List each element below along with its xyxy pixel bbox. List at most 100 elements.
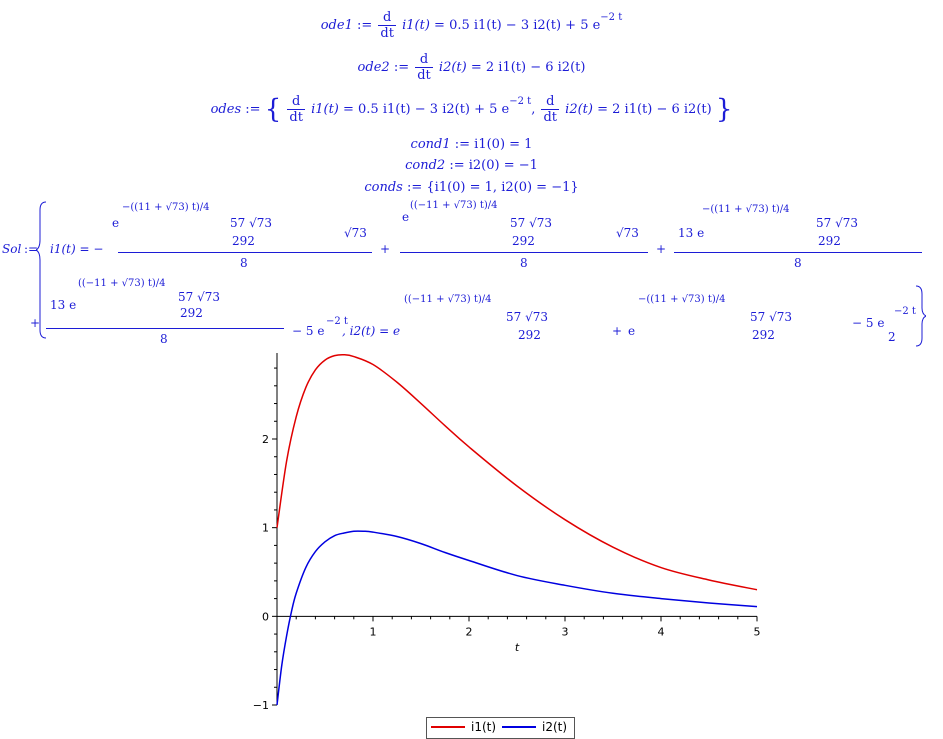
- legend-item-i1: i1(t): [431, 720, 496, 734]
- series-line-1: [276, 353, 758, 591]
- sol-term-c-exp: −((11 + √73) t)/4: [702, 204, 790, 215]
- odes-part1-exp: −2 t: [509, 96, 532, 107]
- cond2-text: := i2(0) = −1: [449, 158, 538, 173]
- sol-term-a-e: e: [112, 216, 120, 230]
- odes-part2-fn: i2(t): [565, 102, 593, 117]
- odes-derivative-2: d dt: [541, 94, 560, 125]
- sol-term-a-frac-num: 57 √73: [230, 216, 272, 230]
- sol-term-d-exp: ((−11 + √73) t)/4: [78, 278, 166, 289]
- legend-label-i1: i1(t): [471, 720, 497, 734]
- solution-block: Sol := i1(t) = − e −((11 + √73) t)/4 57 …: [0, 198, 943, 348]
- x-tick-label: 3: [562, 625, 569, 638]
- sol-term-b-frac-den: 292: [512, 234, 535, 248]
- ode2-name: ode2: [357, 60, 390, 75]
- sol-tail-i2-exp: −2 t: [894, 306, 916, 317]
- legend-item-i2: i2(t): [502, 720, 567, 734]
- sol-term-d-den: 8: [160, 332, 168, 346]
- sol-plus-2: +: [656, 242, 667, 256]
- sol-plus-3: +: [30, 316, 41, 330]
- cond2-name: cond2: [405, 158, 446, 173]
- ode1-derivative: d dt: [378, 10, 396, 41]
- sol-tail-i2: − 5 e: [852, 316, 885, 330]
- odes-assign: :=: [245, 102, 261, 117]
- sol-plus-4: +: [612, 324, 623, 338]
- legend-swatch-i1: [431, 726, 465, 728]
- ode2-rhs: = 2 i1(t) − 6 i2(t): [470, 60, 586, 75]
- sol-term-b-exp: ((−11 + √73) t)/4: [410, 200, 498, 211]
- sol-i2-exp-pos: ((−11 + √73) t)/4: [404, 294, 492, 305]
- sol-tail-i2-den: 2: [888, 330, 896, 344]
- sol-term-a-den: 8: [240, 256, 248, 270]
- odes-part2-rhs: = 2 i1(t) − 6 i2(t): [597, 102, 712, 117]
- odes-line: odes := { d dt i1(t) = 0.5 i1(t) − 3 i2(t…: [0, 94, 943, 125]
- sol-plus-1: +: [380, 242, 391, 256]
- sol-term-b-sqrt: √73: [616, 226, 639, 240]
- sol-name: Sol: [2, 242, 22, 256]
- sol-term-c-den: 8: [794, 256, 802, 270]
- odes-open-brace: {: [264, 94, 282, 125]
- sol-term-a-sqrt: √73: [344, 226, 367, 240]
- ode1-line: ode1 := d dt i1(t) = 0.5 i1(t) − 3 i2(t) …: [0, 10, 943, 41]
- legend-label-i2: i2(t): [542, 720, 568, 734]
- sol-i2-frac2-den: 292: [752, 328, 775, 342]
- conds-text: := {i1(0) = 1, i2(0) = −1}: [406, 180, 579, 195]
- series-line-2: [276, 530, 758, 706]
- solution-plot: 1 2 3 4 5 −1 0 1 2 t: [253, 353, 761, 712]
- ode1-rhs: = 0.5 i1(t) − 3 i2(t) + 5 e: [434, 18, 601, 33]
- sol-i2-exp-neg: −((11 + √73) t)/4: [638, 294, 726, 305]
- sol-term-d-frac-den: 292: [180, 306, 203, 320]
- x-tick-label: 5: [754, 625, 761, 638]
- sol-i2-e: e: [628, 324, 636, 338]
- ode2-lhs: i2(t): [438, 60, 467, 75]
- ode1-exp: −2 t: [600, 12, 623, 23]
- sol-term-b-e: e: [402, 210, 410, 224]
- sol-i2-frac-num: 57 √73: [506, 310, 548, 324]
- chart-legend: i1(t) i2(t): [426, 717, 575, 739]
- sol-term-d-13e: 13 e: [50, 298, 77, 312]
- ode2-line: ode2 := d dt i2(t) = 2 i1(t) − 6 i2(t): [0, 52, 943, 83]
- x-tick-label: 2: [466, 625, 473, 638]
- x-tick-label: 4: [658, 625, 665, 638]
- sol-term-c: 13 e −((11 + √73) t)/4 57 √73 292 8: [674, 198, 922, 270]
- cond1-line: cond1 := i1(0) = 1: [0, 137, 943, 152]
- y-tick-label: 2: [262, 433, 269, 446]
- sol-term-c-frac-den: 292: [818, 234, 841, 248]
- cond1-name: cond1: [410, 137, 451, 152]
- y-tick-label: 1: [262, 522, 269, 535]
- ode2-assign: :=: [393, 60, 410, 75]
- conds-line: conds := {i1(0) = 1, i2(0) = −1}: [0, 180, 943, 195]
- sol-tail-i1-exp: −2 t: [326, 316, 348, 327]
- x-axis-label: t: [515, 641, 520, 654]
- sol-term-a-exp: −((11 + √73) t)/4: [122, 202, 210, 213]
- sol-i1-label: i1(t) = −: [50, 242, 104, 256]
- ode1-name: ode1: [320, 18, 353, 33]
- odes-sep: ,: [531, 102, 536, 117]
- sol-i2-frac-den: 292: [518, 328, 541, 342]
- y-tick-label: 0: [262, 610, 269, 623]
- odes-part1-fn: i1(t): [311, 102, 339, 117]
- odes-close-brace: }: [715, 94, 733, 125]
- y-tick-label: −1: [253, 699, 269, 712]
- sol-i2-frac2-num: 57 √73: [750, 310, 792, 324]
- cond1-text: := i1(0) = 1: [454, 137, 533, 152]
- sol-term-c-frac-num: 57 √73: [816, 216, 858, 230]
- ode1-lhs: i1(t): [402, 18, 430, 33]
- cond2-line: cond2 := i2(0) = −1: [0, 158, 943, 173]
- sol-tail-i1: − 5 e: [292, 324, 325, 338]
- legend-swatch-i2: [502, 726, 536, 728]
- axes: 1 2 3 4 5 −1 0 1 2: [253, 353, 761, 712]
- ode2-derivative: d dt: [415, 52, 433, 83]
- sol-close-brace-icon: [916, 285, 926, 347]
- sol-term-d-frac-num: 57 √73: [178, 290, 220, 304]
- sol-term-d: 13 e ((−11 + √73) t)/4 57 √73 292 8: [46, 276, 284, 348]
- sol-assign: :=: [24, 242, 39, 256]
- conds-name: conds: [364, 180, 403, 195]
- x-tick-label: 1: [370, 625, 377, 638]
- sol-term-a: e −((11 + √73) t)/4 57 √73 292 √73 8: [112, 198, 372, 270]
- series: [276, 353, 758, 706]
- sol-term-b-frac-num: 57 √73: [510, 216, 552, 230]
- sol-open-brace-icon: [36, 201, 47, 339]
- odes-part1-rhs: = 0.5 i1(t) − 3 i2(t) + 5 e: [343, 102, 510, 117]
- sol-term-c-13e: 13 e: [678, 226, 705, 240]
- odes-derivative-1: d dt: [287, 94, 305, 125]
